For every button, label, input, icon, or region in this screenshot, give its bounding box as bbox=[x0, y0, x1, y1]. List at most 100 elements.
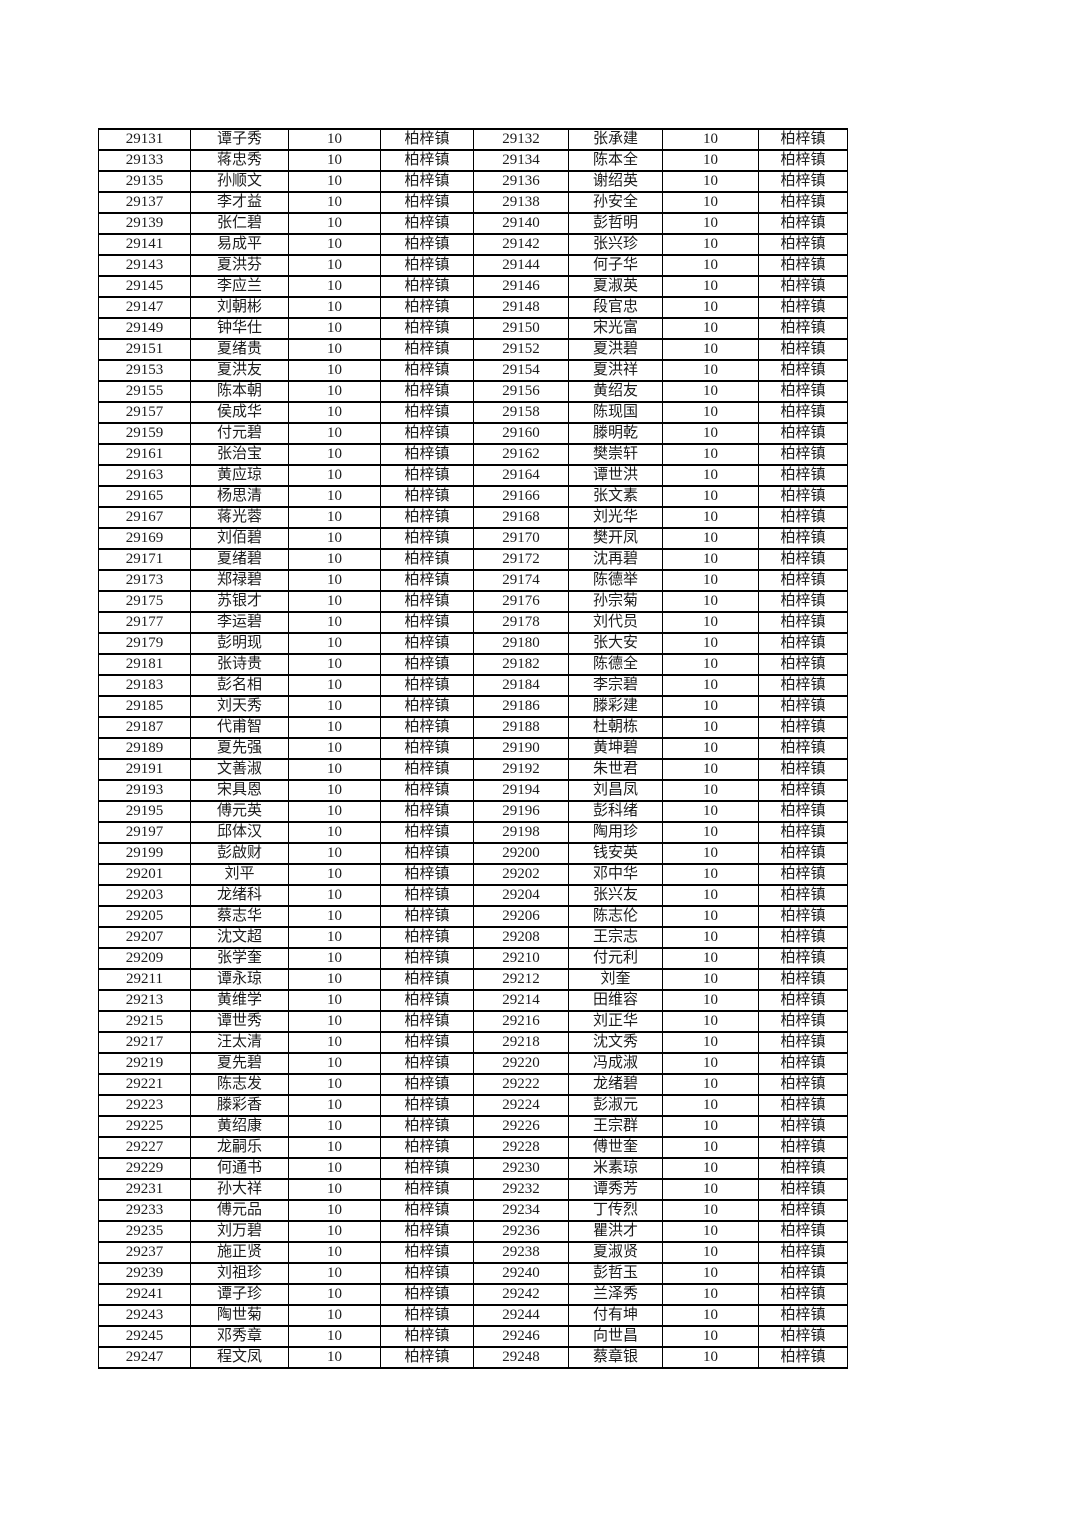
table-row: 29141 易成平 10 柏梓镇 29142 张兴珍 10 柏梓镇 bbox=[98, 233, 848, 256]
roster-table-body: 29131 谭子秀 10 柏梓镇 29132 张承建 10 柏梓镇 29133 蒋忠秀 10 柏梓镇 2… bbox=[98, 128, 848, 1369]
cell-group-left: 10 bbox=[288, 149, 381, 172]
cell-group-right: 10 bbox=[662, 1325, 759, 1348]
cell-town-left: 柏梓镇 bbox=[380, 1094, 474, 1117]
cell-serial-right: 29166 bbox=[473, 485, 569, 508]
cell-name-left: 蒋光蓉 bbox=[190, 506, 289, 529]
cell-town-left: 柏梓镇 bbox=[380, 527, 474, 550]
cell-name-left: 夏洪芬 bbox=[190, 254, 289, 277]
cell-name-right: 丁传烈 bbox=[568, 1199, 663, 1222]
cell-serial-left: 29203 bbox=[98, 884, 191, 907]
cell-group-left: 10 bbox=[288, 1073, 381, 1096]
cell-group-left: 10 bbox=[288, 1052, 381, 1075]
table-row: 29159 付元碧 10 柏梓镇 29160 滕明乾 10 柏梓镇 bbox=[98, 422, 848, 445]
cell-group-left: 10 bbox=[288, 653, 381, 676]
cell-group-right: 10 bbox=[662, 695, 759, 718]
cell-town-left: 柏梓镇 bbox=[380, 779, 474, 802]
cell-name-right: 宋光富 bbox=[568, 317, 663, 340]
cell-name-left: 彭明现 bbox=[190, 632, 289, 655]
cell-town-right: 柏梓镇 bbox=[758, 716, 848, 739]
cell-town-left: 柏梓镇 bbox=[380, 968, 474, 991]
table-row: 29189 夏先强 10 柏梓镇 29190 黄坤碧 10 柏梓镇 bbox=[98, 737, 848, 760]
cell-group-right: 10 bbox=[662, 1031, 759, 1054]
cell-town-left: 柏梓镇 bbox=[380, 422, 474, 445]
cell-group-left: 10 bbox=[288, 800, 381, 823]
cell-name-right: 张大安 bbox=[568, 632, 663, 655]
cell-group-left: 10 bbox=[288, 863, 381, 886]
cell-town-left: 柏梓镇 bbox=[380, 905, 474, 928]
cell-serial-left: 29241 bbox=[98, 1283, 191, 1306]
cell-name-right: 沈再碧 bbox=[568, 548, 663, 571]
table-row: 29177 李运碧 10 柏梓镇 29178 刘代员 10 柏梓镇 bbox=[98, 611, 848, 634]
cell-name-right: 彭淑元 bbox=[568, 1094, 663, 1117]
cell-group-right: 10 bbox=[662, 191, 759, 214]
cell-name-right: 谢绍英 bbox=[568, 170, 663, 193]
table-row: 29245 邓秀章 10 柏梓镇 29246 向世昌 10 柏梓镇 bbox=[98, 1325, 848, 1348]
cell-group-right: 10 bbox=[662, 212, 759, 235]
cell-group-right: 10 bbox=[662, 380, 759, 403]
cell-name-left: 谭子秀 bbox=[190, 128, 289, 151]
cell-serial-right: 29168 bbox=[473, 506, 569, 529]
table-row: 29151 夏绪贵 10 柏梓镇 29152 夏洪碧 10 柏梓镇 bbox=[98, 338, 848, 361]
cell-name-left: 程文凤 bbox=[190, 1346, 289, 1369]
cell-town-right: 柏梓镇 bbox=[758, 1073, 848, 1096]
cell-group-left: 10 bbox=[288, 506, 381, 529]
cell-town-left: 柏梓镇 bbox=[380, 128, 474, 151]
cell-group-right: 10 bbox=[662, 947, 759, 970]
cell-group-left: 10 bbox=[288, 632, 381, 655]
table-row: 29199 彭啟财 10 柏梓镇 29200 钱安英 10 柏梓镇 bbox=[98, 842, 848, 865]
cell-serial-left: 29135 bbox=[98, 170, 191, 193]
cell-group-left: 10 bbox=[288, 254, 381, 277]
cell-town-left: 柏梓镇 bbox=[380, 1241, 474, 1264]
cell-serial-left: 29195 bbox=[98, 800, 191, 823]
cell-group-right: 10 bbox=[662, 863, 759, 886]
cell-group-right: 10 bbox=[662, 716, 759, 739]
cell-serial-left: 29223 bbox=[98, 1094, 191, 1117]
cell-serial-left: 29153 bbox=[98, 359, 191, 382]
cell-name-left: 刘平 bbox=[190, 863, 289, 886]
table-row: 29193 宋具恩 10 柏梓镇 29194 刘昌凤 10 柏梓镇 bbox=[98, 779, 848, 802]
cell-town-right: 柏梓镇 bbox=[758, 149, 848, 172]
cell-town-right: 柏梓镇 bbox=[758, 737, 848, 760]
cell-serial-left: 29245 bbox=[98, 1325, 191, 1348]
cell-group-left: 10 bbox=[288, 401, 381, 424]
cell-name-right: 刘奎 bbox=[568, 968, 663, 991]
cell-name-left: 宋具恩 bbox=[190, 779, 289, 802]
cell-town-left: 柏梓镇 bbox=[380, 233, 474, 256]
cell-serial-right: 29170 bbox=[473, 527, 569, 550]
cell-group-right: 10 bbox=[662, 1262, 759, 1285]
cell-serial-right: 29162 bbox=[473, 443, 569, 466]
cell-serial-left: 29193 bbox=[98, 779, 191, 802]
cell-town-left: 柏梓镇 bbox=[380, 548, 474, 571]
cell-group-right: 10 bbox=[662, 1115, 759, 1138]
cell-name-right: 张文素 bbox=[568, 485, 663, 508]
cell-group-right: 10 bbox=[662, 1241, 759, 1264]
cell-group-right: 10 bbox=[662, 1220, 759, 1243]
cell-serial-right: 29158 bbox=[473, 401, 569, 424]
cell-name-left: 文善淑 bbox=[190, 758, 289, 781]
cell-group-left: 10 bbox=[288, 485, 381, 508]
cell-town-right: 柏梓镇 bbox=[758, 401, 848, 424]
cell-serial-left: 29157 bbox=[98, 401, 191, 424]
table-row: 29225 黄绍康 10 柏梓镇 29226 王宗群 10 柏梓镇 bbox=[98, 1115, 848, 1138]
cell-name-right: 滕明乾 bbox=[568, 422, 663, 445]
cell-group-left: 10 bbox=[288, 380, 381, 403]
cell-serial-left: 29155 bbox=[98, 380, 191, 403]
cell-name-right: 谭秀芳 bbox=[568, 1178, 663, 1201]
cell-serial-right: 29218 bbox=[473, 1031, 569, 1054]
cell-group-left: 10 bbox=[288, 905, 381, 928]
cell-name-left: 陈志发 bbox=[190, 1073, 289, 1096]
cell-town-right: 柏梓镇 bbox=[758, 905, 848, 928]
cell-group-left: 10 bbox=[288, 1304, 381, 1327]
cell-group-right: 10 bbox=[662, 170, 759, 193]
cell-serial-right: 29238 bbox=[473, 1241, 569, 1264]
cell-serial-left: 29161 bbox=[98, 443, 191, 466]
cell-town-left: 柏梓镇 bbox=[380, 926, 474, 949]
cell-town-left: 柏梓镇 bbox=[380, 758, 474, 781]
cell-name-left: 刘天秀 bbox=[190, 695, 289, 718]
table-row: 29215 谭世秀 10 柏梓镇 29216 刘正华 10 柏梓镇 bbox=[98, 1010, 848, 1033]
cell-name-left: 黄绍康 bbox=[190, 1115, 289, 1138]
cell-name-left: 彭啟财 bbox=[190, 842, 289, 865]
cell-group-right: 10 bbox=[662, 485, 759, 508]
table-row: 29195 傅元英 10 柏梓镇 29196 彭科绪 10 柏梓镇 bbox=[98, 800, 848, 823]
table-row: 29139 张仁碧 10 柏梓镇 29140 彭哲明 10 柏梓镇 bbox=[98, 212, 848, 235]
